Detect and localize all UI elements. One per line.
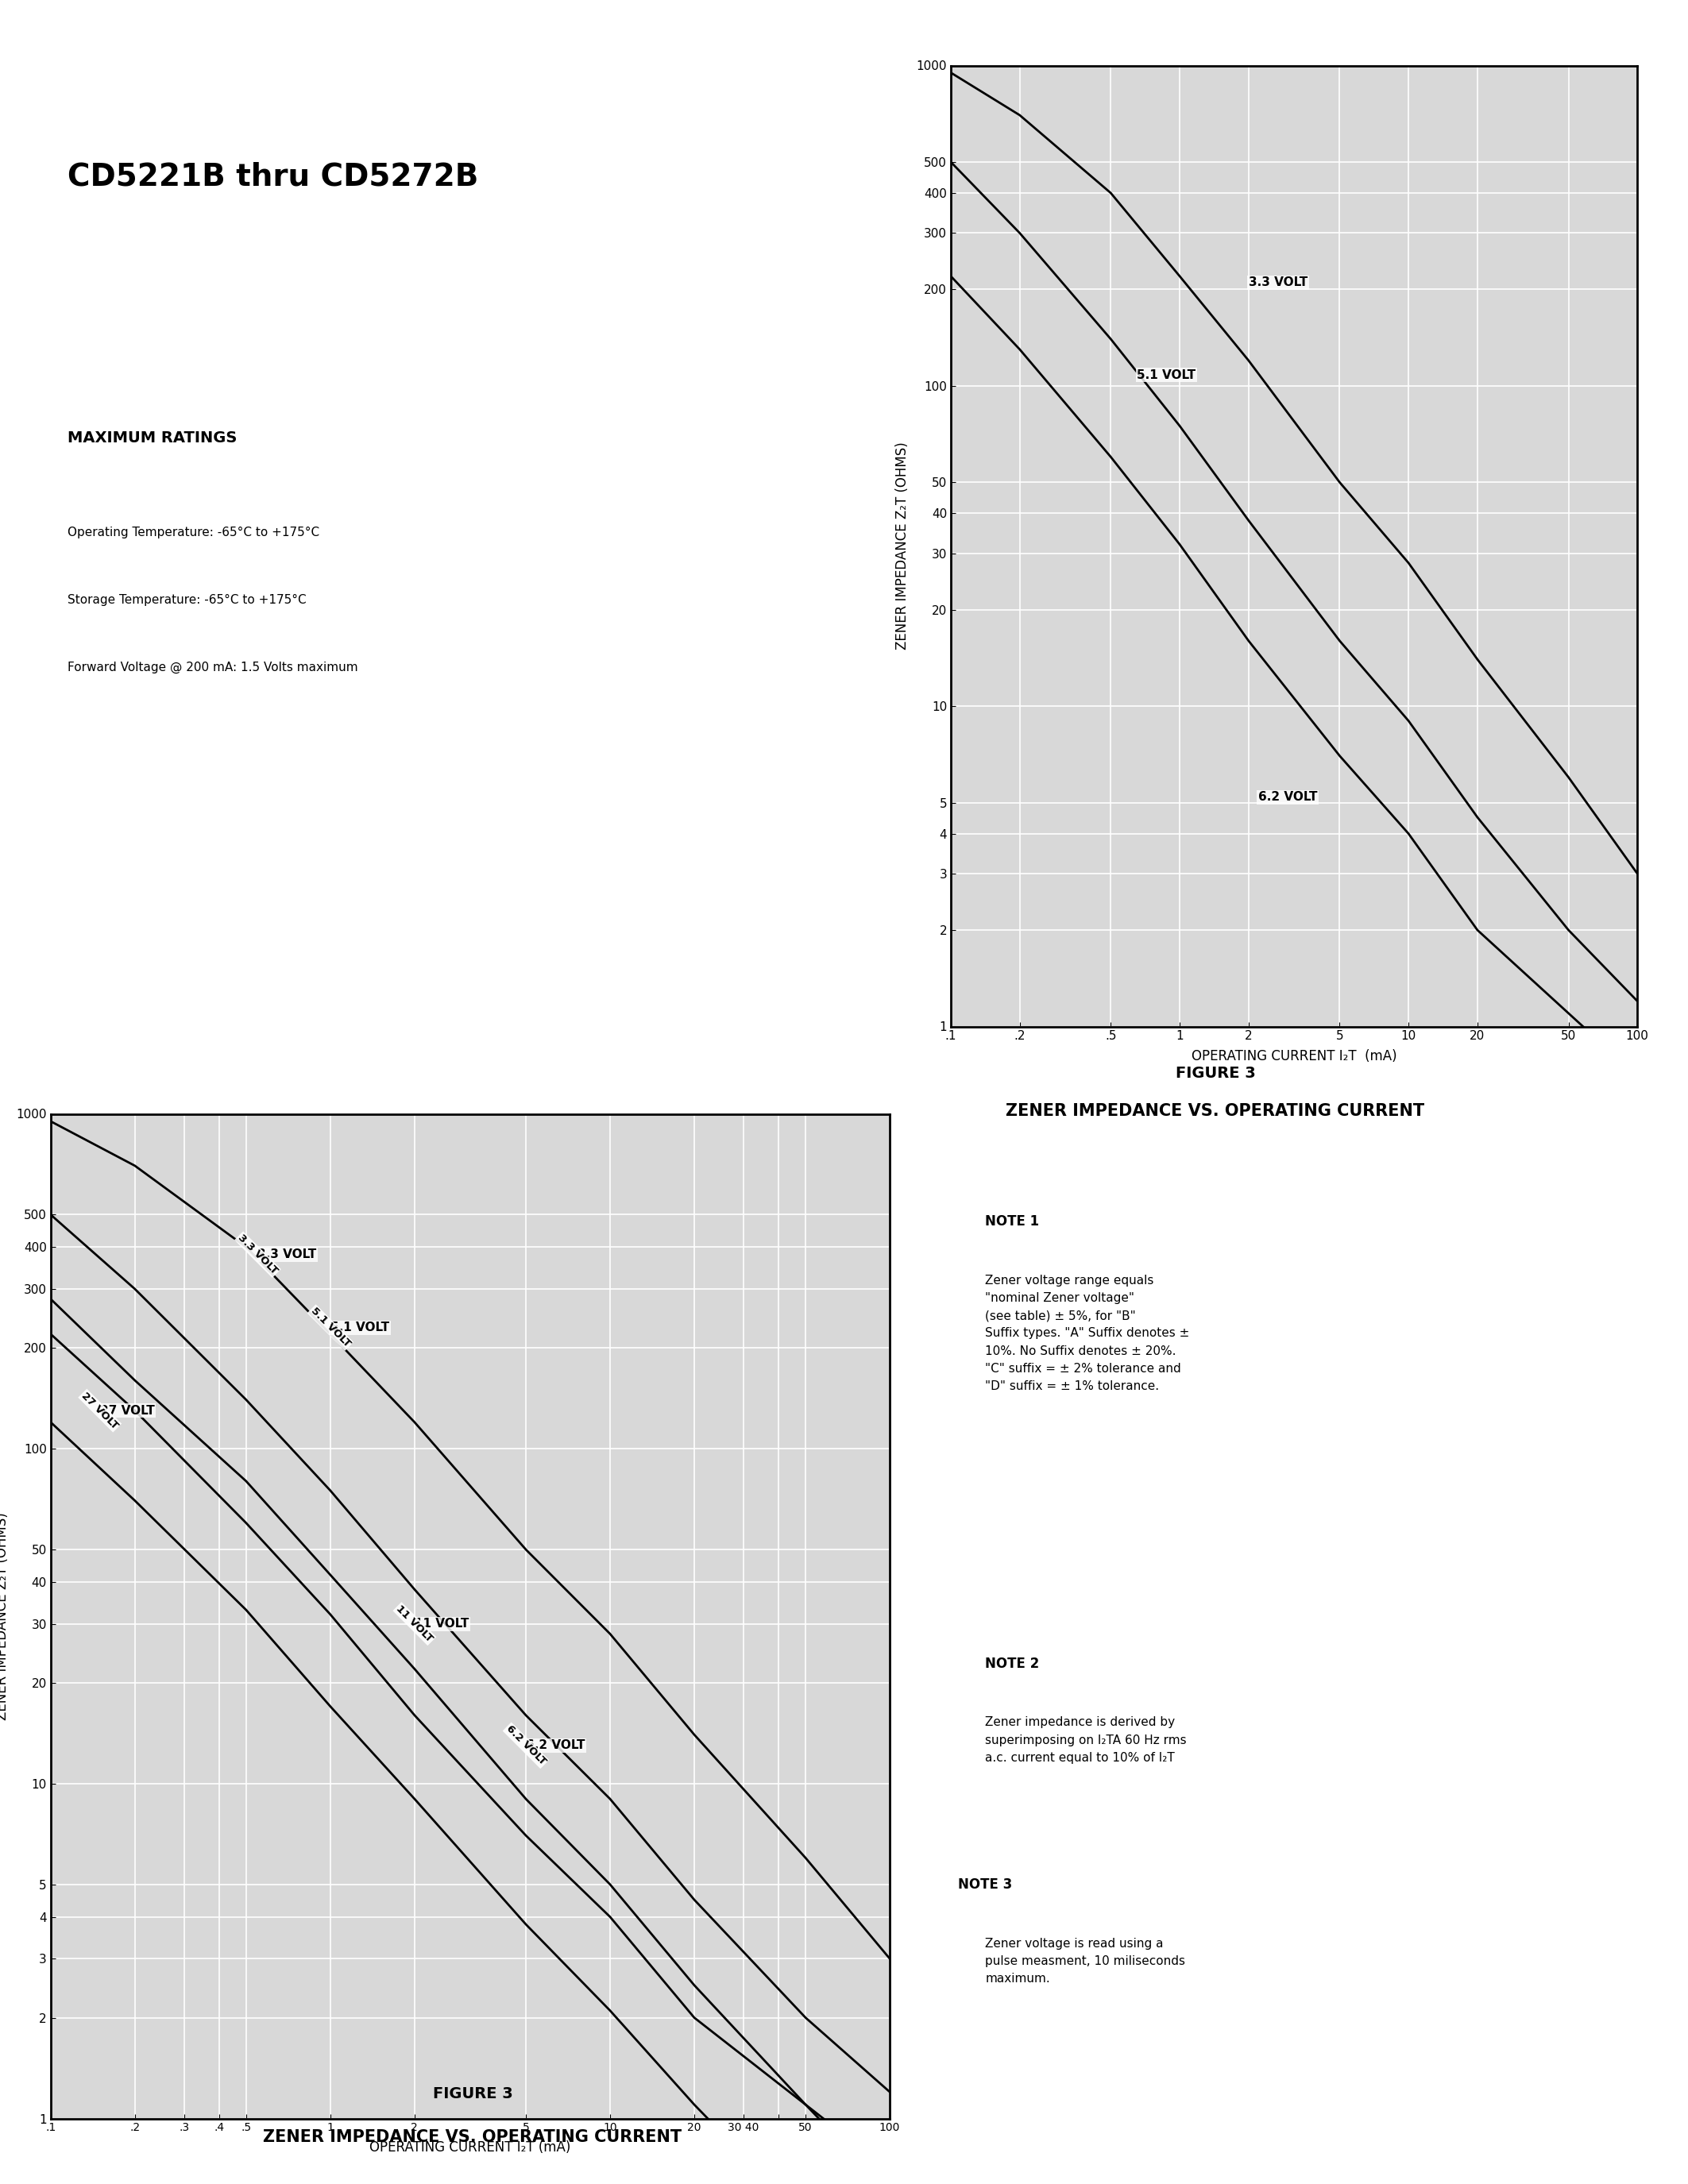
Text: 5.1 VOLT: 5.1 VOLT <box>309 1306 353 1350</box>
Y-axis label: ZENER IMPEDANCE Z₂T (OHMS): ZENER IMPEDANCE Z₂T (OHMS) <box>895 441 910 651</box>
Text: 11 VOLT: 11 VOLT <box>395 1603 436 1645</box>
Text: NOTE 1: NOTE 1 <box>986 1214 1040 1230</box>
Text: Forward Voltage @ 200 mA: 1.5 Volts maximum: Forward Voltage @ 200 mA: 1.5 Volts maxi… <box>68 662 358 673</box>
Text: FIGURE 3: FIGURE 3 <box>432 2086 513 2101</box>
X-axis label: OPERATING CURRENT I₂T (mA): OPERATING CURRENT I₂T (mA) <box>370 2140 571 2153</box>
Text: 5.1 VOLT: 5.1 VOLT <box>331 1321 390 1334</box>
Text: CD5221B thru CD5272B: CD5221B thru CD5272B <box>68 162 478 192</box>
Text: ZENER IMPEDANCE VS. OPERATING CURRENT: ZENER IMPEDANCE VS. OPERATING CURRENT <box>1006 1103 1425 1118</box>
Text: 6.2 VOLT: 6.2 VOLT <box>1258 791 1317 804</box>
Text: Operating Temperature: -65°C to +175°C: Operating Temperature: -65°C to +175°C <box>68 526 319 539</box>
Text: 3.3 VOLT: 3.3 VOLT <box>236 1232 280 1275</box>
Text: Zener voltage range equals
"nominal Zener voltage"
(see table) ± 5%, for "B"
Suf: Zener voltage range equals "nominal Zene… <box>986 1275 1190 1391</box>
Text: MAXIMUM RATINGS: MAXIMUM RATINGS <box>68 430 236 446</box>
Text: 5.1 VOLT: 5.1 VOLT <box>1136 369 1195 380</box>
Text: 3.3 VOLT: 3.3 VOLT <box>1249 277 1308 288</box>
Y-axis label: ZENER IMPEDANCE Z₂T (OHMS): ZENER IMPEDANCE Z₂T (OHMS) <box>0 1511 10 1721</box>
Text: Zener voltage is read using a
pulse measment, 10 miliseconds
maximum.: Zener voltage is read using a pulse meas… <box>986 1937 1185 1985</box>
Text: 27 VOLT: 27 VOLT <box>100 1404 155 1417</box>
Text: ZENER IMPEDANCE VS. OPERATING CURRENT: ZENER IMPEDANCE VS. OPERATING CURRENT <box>263 2129 682 2145</box>
Text: Zener impedance is derived by
superimposing on I₂TA 60 Hz rms
a.c. current equal: Zener impedance is derived by superimpos… <box>986 1717 1187 1765</box>
Text: NOTE 3: NOTE 3 <box>959 1878 1013 1891</box>
Text: 6.2 VOLT: 6.2 VOLT <box>505 1723 547 1767</box>
Text: 27 VOLT: 27 VOLT <box>79 1391 120 1431</box>
Text: NOTE 2: NOTE 2 <box>986 1655 1040 1671</box>
Text: FIGURE 3: FIGURE 3 <box>1175 1066 1256 1081</box>
Text: 6.2 VOLT: 6.2 VOLT <box>527 1738 586 1752</box>
X-axis label: OPERATING CURRENT I₂T  (mA): OPERATING CURRENT I₂T (mA) <box>1192 1048 1396 1064</box>
Text: 11 VOLT: 11 VOLT <box>415 1618 469 1629</box>
Text: Storage Temperature: -65°C to +175°C: Storage Temperature: -65°C to +175°C <box>68 594 306 605</box>
Text: 3.3 VOLT: 3.3 VOLT <box>258 1249 317 1260</box>
